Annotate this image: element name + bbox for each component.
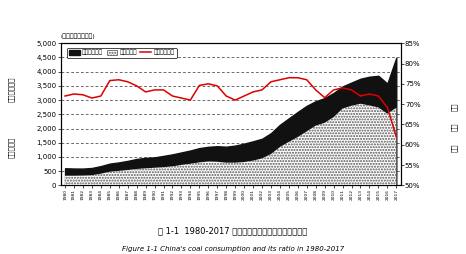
Text: 煟炳: 煟炳: [451, 102, 458, 111]
Text: 能源消费总量: 能源消费总量: [8, 76, 15, 102]
Text: 占比: 占比: [451, 143, 458, 152]
Text: 煟炳消费量: 煟炳消费量: [8, 137, 15, 158]
Text: Figure 1-1 China's coal consumption and its ratio in 1980-2017: Figure 1-1 China's coal consumption and …: [122, 246, 344, 252]
Text: 图 1-1  1980-2017 年我国煟炳消费量及消费占比情况: 图 1-1 1980-2017 年我国煟炳消费量及消费占比情况: [158, 227, 308, 236]
Text: 消费: 消费: [451, 123, 458, 131]
Legend: 能源消费总量, 煟炳消费量, 煟炳消费占比: 能源消费总量, 煟炳消费量, 煟炳消费占比: [67, 47, 177, 58]
Text: (单位：百万吸标煌): (单位：百万吸标煌): [61, 34, 96, 39]
